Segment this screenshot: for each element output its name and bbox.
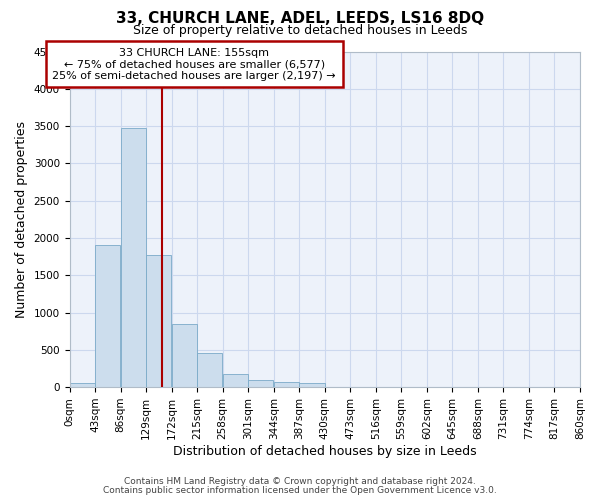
Bar [299, 383, 325, 387]
Bar [223, 374, 248, 387]
Bar [70, 384, 95, 387]
Bar [121, 128, 146, 387]
Bar [274, 382, 299, 387]
Bar [197, 353, 223, 387]
Text: Size of property relative to detached houses in Leeds: Size of property relative to detached ho… [133, 24, 467, 37]
Bar [248, 380, 274, 387]
Bar [146, 255, 172, 387]
Y-axis label: Number of detached properties: Number of detached properties [15, 121, 28, 318]
Text: 33, CHURCH LANE, ADEL, LEEDS, LS16 8DQ: 33, CHURCH LANE, ADEL, LEEDS, LS16 8DQ [116, 11, 484, 26]
Bar [172, 324, 197, 387]
Bar [95, 244, 121, 387]
X-axis label: Distribution of detached houses by size in Leeds: Distribution of detached houses by size … [173, 444, 476, 458]
Text: Contains HM Land Registry data © Crown copyright and database right 2024.: Contains HM Land Registry data © Crown c… [124, 477, 476, 486]
Text: Contains public sector information licensed under the Open Government Licence v3: Contains public sector information licen… [103, 486, 497, 495]
Text: 33 CHURCH LANE: 155sqm
← 75% of detached houses are smaller (6,577)
25% of semi-: 33 CHURCH LANE: 155sqm ← 75% of detached… [52, 48, 336, 81]
